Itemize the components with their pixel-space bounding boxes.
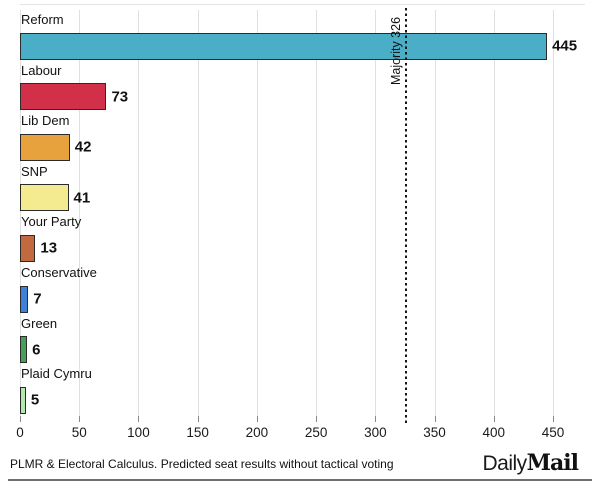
gridline-250 [316,10,318,416]
value-label-conservative: 7 [33,290,42,308]
x-tick-label-400: 400 [482,425,506,440]
category-label-conservative: Conservative [21,265,97,280]
x-tick-mark-150 [197,416,199,422]
logo-mail-text: Mail [526,450,579,476]
value-label-green: 6 [32,341,41,359]
x-tick-mark-0 [20,416,21,422]
bar-green [20,336,28,364]
x-tick-mark-250 [316,416,318,422]
gridline-100 [138,10,140,416]
logo-daily-text: Daily [482,452,527,475]
seat-results-bar-chart: Reform 445 Labour 73 Lib Dem 42 SNP 41 Your Part… [16,4,585,440]
plot-top-border [20,4,585,5]
gridline-400 [493,10,495,416]
x-tick-label-450: 450 [541,425,565,440]
x-tick-label-200: 200 [245,425,269,440]
gridline-50 [79,10,81,416]
bar-reform [20,32,548,60]
source-caption: PLMR & Electoral Calculus. Predicted sea… [10,457,394,471]
x-tick-label-250: 250 [304,425,328,440]
x-tick-label-300: 300 [364,425,387,440]
bar-labour [20,83,107,111]
bar-your-party [20,234,36,262]
gridline-450 [553,10,554,416]
x-tick-label-50: 50 [71,425,87,440]
x-tick-mark-400 [493,416,495,422]
category-label-snp: SNP [21,163,48,179]
category-label-lib-dem: Lib Dem [21,113,70,129]
x-tick-mark-350 [434,416,436,422]
category-label-green: Green [21,315,58,331]
footer-divider [8,479,592,481]
bar-lib-dem [20,133,70,161]
value-label-snp: 41 [73,189,91,207]
x-tick-mark-300 [375,416,377,422]
gridline-0 [20,10,21,416]
x-tick-label-0: 0 [16,425,24,440]
daily-mail-logo: DailyMail [482,450,579,476]
bar-snp [20,184,69,212]
value-label-lib-dem: 42 [74,138,92,156]
x-tick-mark-200 [256,416,258,422]
gridline-300 [375,10,377,416]
footer: PLMR & Electoral Calculus. Predicted sea… [0,445,600,497]
gridline-350 [434,10,436,416]
majority-reference-line [405,8,408,423]
category-label-plaid-cymru: Plaid Cymru [21,366,92,382]
gridline-200 [256,10,258,416]
category-label-labour: Labour [21,62,62,78]
value-label-reform: 445 [552,37,578,55]
x-tick-label-350: 350 [423,425,446,440]
bar-conservative [20,285,29,313]
category-label-reform: Reform [21,12,64,27]
category-label-your-party: Your Party [21,214,82,230]
x-tick-mark-50 [79,416,81,422]
x-tick-mark-450 [553,416,554,422]
bar-plaid-cymru [20,386,26,414]
gridline-150 [197,10,199,416]
majority-reference-label: Majority 326 [389,16,404,86]
x-tick-mark-100 [138,416,140,422]
x-tick-label-100: 100 [127,425,150,440]
value-label-your-party: 13 [40,239,58,257]
value-label-labour: 73 [111,88,129,106]
value-label-plaid-cymru: 5 [30,391,40,409]
x-tick-label-150: 150 [186,425,209,440]
